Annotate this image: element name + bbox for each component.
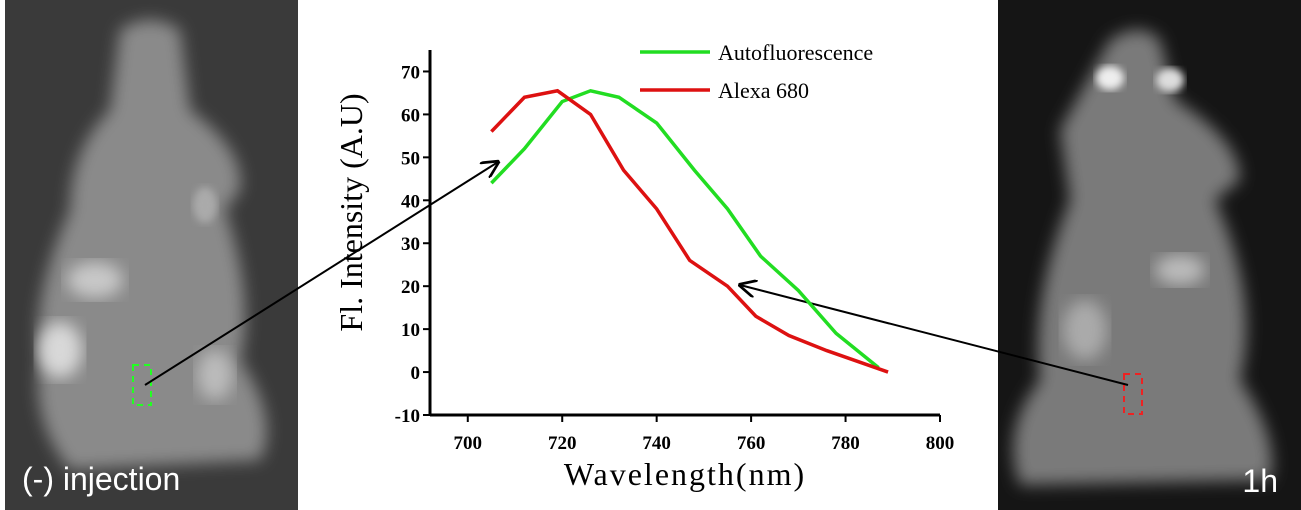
line: [490, 88, 880, 370]
arrow: [144, 162, 498, 386]
arrow: [740, 285, 1129, 386]
chart: -10 0 10 20 30 40 50 60 70 700 720 740 760 780 800 Wave…: [333, 40, 954, 492]
y-tick-label: 60: [401, 105, 420, 126]
x-tick-label: 800: [926, 433, 955, 454]
image-label: 1h: [1242, 463, 1278, 499]
y-tick-label: 20: [401, 277, 420, 298]
y-tick-label: 10: [401, 320, 420, 341]
line: [490, 88, 889, 374]
x-tick-label: 720: [548, 433, 577, 454]
x-tick-label: 740: [642, 433, 671, 454]
y-tick-label: 0: [411, 363, 421, 384]
y-tick-label: -10: [395, 406, 420, 427]
right-image: 1h: [998, 0, 1301, 510]
y-tick-label: 40: [401, 191, 420, 212]
x-tick-label: 760: [737, 433, 766, 454]
image-label: (-) injection: [22, 461, 180, 497]
y-tick-label: 70: [401, 62, 420, 83]
y-axis-title: Fl. Intensity (A.U): [333, 93, 369, 331]
x-axis-title: Wavelength(nm): [564, 456, 806, 492]
left-image: (-) injection: [5, 0, 298, 510]
x-tick-label: 700: [454, 433, 483, 454]
legend-label: Autofluorescence: [718, 40, 873, 65]
x-tick-label: 780: [831, 433, 860, 454]
y-tick-label: 50: [401, 148, 420, 169]
legend-label: Alexa 680: [718, 78, 809, 103]
y-tick-label: 30: [401, 234, 420, 255]
